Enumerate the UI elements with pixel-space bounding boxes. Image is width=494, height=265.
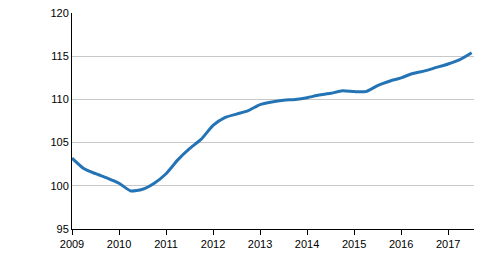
svg-text:120: 120 [50,7,68,19]
svg-text:2009: 2009 [60,238,84,250]
svg-text:2014: 2014 [295,238,319,250]
svg-text:2017: 2017 [436,238,460,250]
svg-text:100: 100 [50,180,68,192]
svg-text:110: 110 [51,93,69,105]
svg-text:95: 95 [57,223,69,235]
svg-text:2010: 2010 [107,238,131,250]
svg-text:2011: 2011 [154,238,178,250]
svg-text:115: 115 [51,50,69,62]
svg-text:2015: 2015 [342,238,366,250]
svg-text:2016: 2016 [389,238,413,250]
svg-text:2012: 2012 [201,238,225,250]
svg-text:105: 105 [50,136,68,148]
svg-text:2013: 2013 [248,238,272,250]
